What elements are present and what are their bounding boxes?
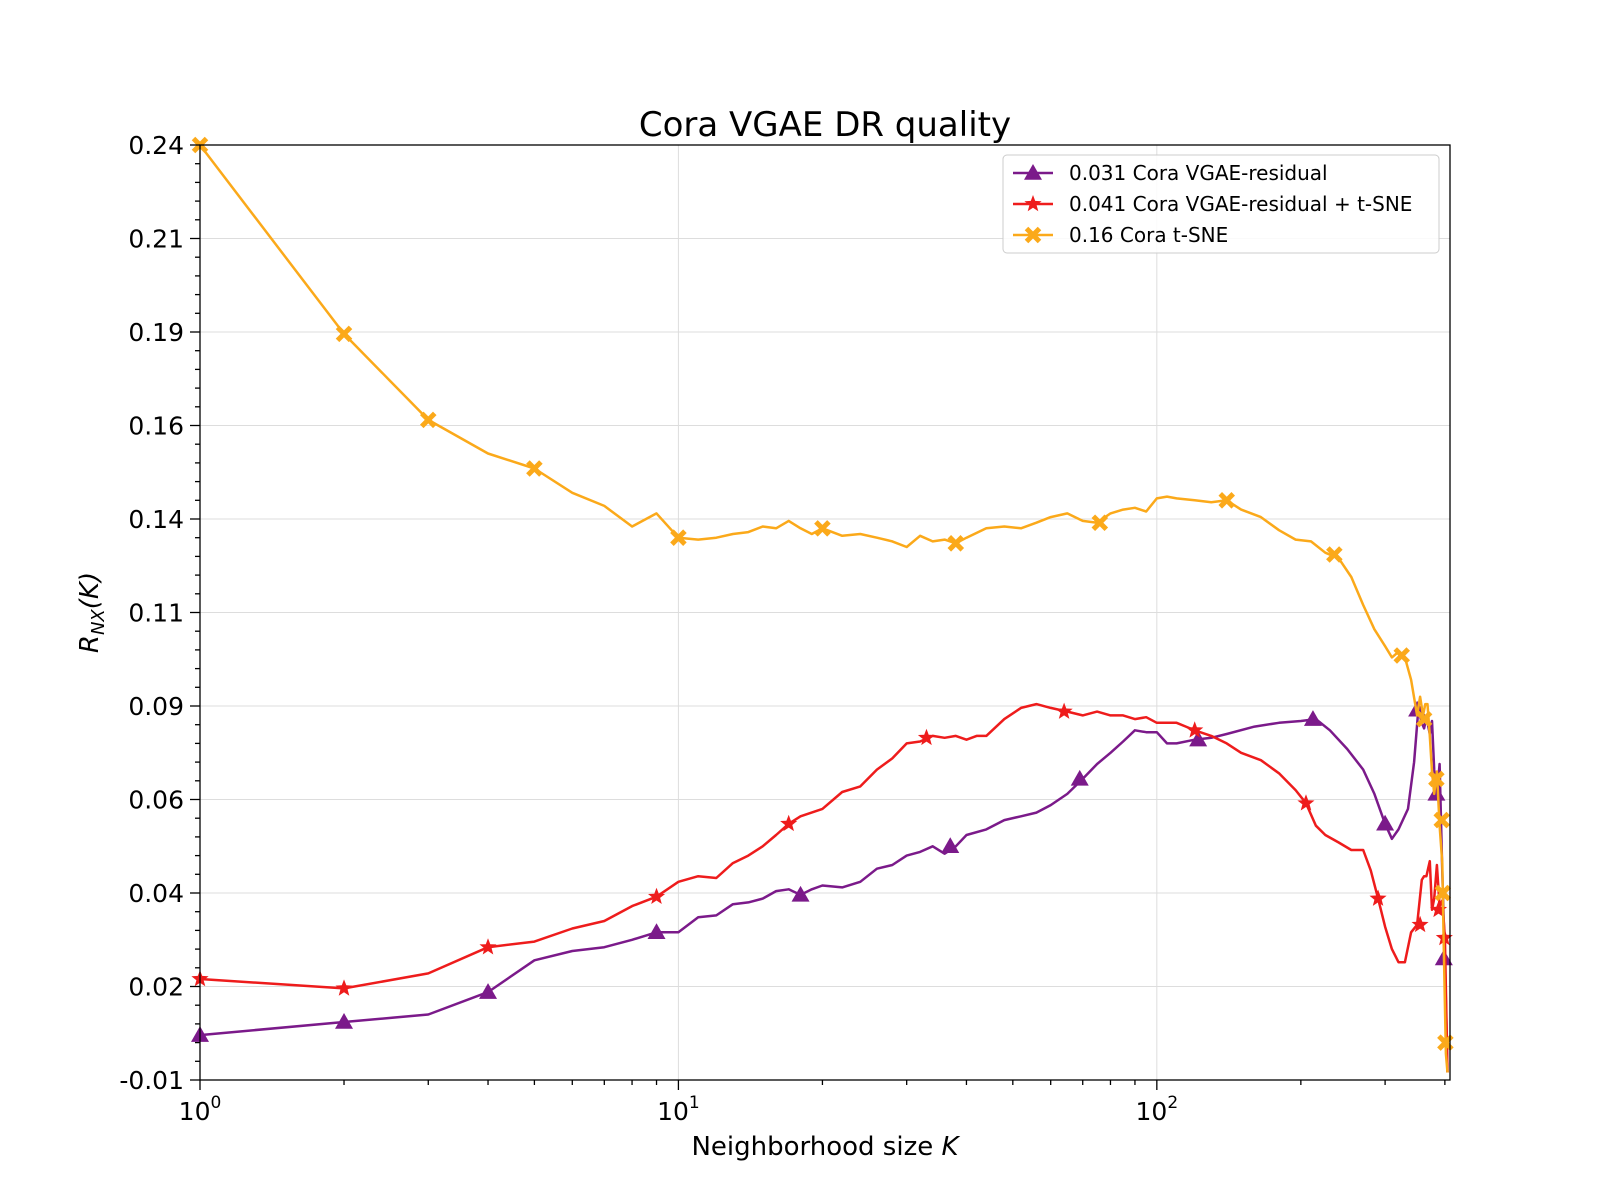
data-point-marker [479,938,497,955]
legend-label: 0.16 Cora t-SNE [1069,223,1228,247]
data-point-marker [1189,730,1208,747]
data-point-marker [780,814,798,832]
data-point-marker [1369,889,1387,906]
data-point-marker [1434,884,1452,902]
x-axis-label: Neighborhood size K [691,1132,960,1162]
data-point-marker [917,728,935,746]
x-tick-label: 100 [179,1093,222,1126]
legend-box [1002,154,1440,254]
legend-marker [1024,195,1042,212]
data-point-marker [1186,721,1204,738]
data-point-marker [526,460,543,477]
data-point-marker [1070,769,1089,786]
data-point-marker [1415,710,1433,728]
data-point-marker [335,979,353,996]
x-tick-label: 102 [1136,1093,1179,1126]
data-point-marker [1430,900,1448,918]
x-tick-label: 101 [657,1093,700,1126]
legend-label: 0.041 Cora VGAE-residual + t-SNE [1069,192,1412,216]
data-point-marker [335,1013,354,1029]
data-point-marker [941,837,960,853]
y-tick-label: 0.19 [128,318,184,347]
y-tick-label: 0.21 [128,225,184,254]
y-tick-label: 0.06 [128,786,184,815]
legend-item: 0.031 Cora VGAE-residual [1013,161,1328,185]
series-line [199,702,1449,1073]
data-point-marker [1433,811,1450,829]
data-point-marker [814,520,831,537]
data-point-marker [791,885,810,902]
data-point-marker [419,411,437,429]
legend-item: 0.16 Cora t-SNE [1013,223,1228,247]
data-point-marker [1091,514,1109,532]
data-point-marker [1326,546,1343,563]
data-point-marker [1411,915,1429,933]
data-point-marker [1218,492,1236,509]
data-point-marker [1428,770,1445,788]
y-axis-label: RNX(K) [75,572,109,653]
data-point-marker [1055,702,1073,719]
series-line [199,144,1449,1073]
y-tick-label: 0.16 [128,412,184,441]
data-point-marker [1393,647,1410,664]
chart-title: Cora VGAE DR quality [639,105,1011,145]
y-tick-label: 0.14 [128,505,184,534]
data-point-marker [670,529,687,546]
data-point-marker [648,887,666,904]
y-tick-label: 0.11 [128,599,184,628]
y-tick-label: 0.09 [128,692,184,721]
data-point-marker [947,535,965,552]
data-point-marker [479,983,498,999]
data-point-marker [335,325,353,343]
y-tick-label: -0.01 [119,1066,184,1095]
data-point-marker [1376,814,1395,831]
legend: 0.031 Cora VGAE-residual 0.041 Cora VGAE-… [1002,154,1440,254]
data-point-marker [647,923,666,940]
legend-item: 0.041 Cora VGAE-residual + t-SNE [1013,192,1412,216]
y-tick-label: 0.24 [128,131,184,160]
legend-marker [1024,164,1042,180]
axis-ticks: -0.01 0.02 0.04 0.06 0.09 0.11 0.14 0.16 0.19 0.2… [119,131,1446,1126]
y-tick-label: 0.02 [128,973,184,1002]
data-point-marker [1427,784,1446,801]
y-tick-label: 0.04 [128,879,184,908]
data-point-marker [1303,710,1322,726]
legend-label: 0.031 Cora VGAE-residual [1069,161,1328,185]
data-point-marker [1297,794,1315,811]
legend-marker [1024,226,1042,244]
